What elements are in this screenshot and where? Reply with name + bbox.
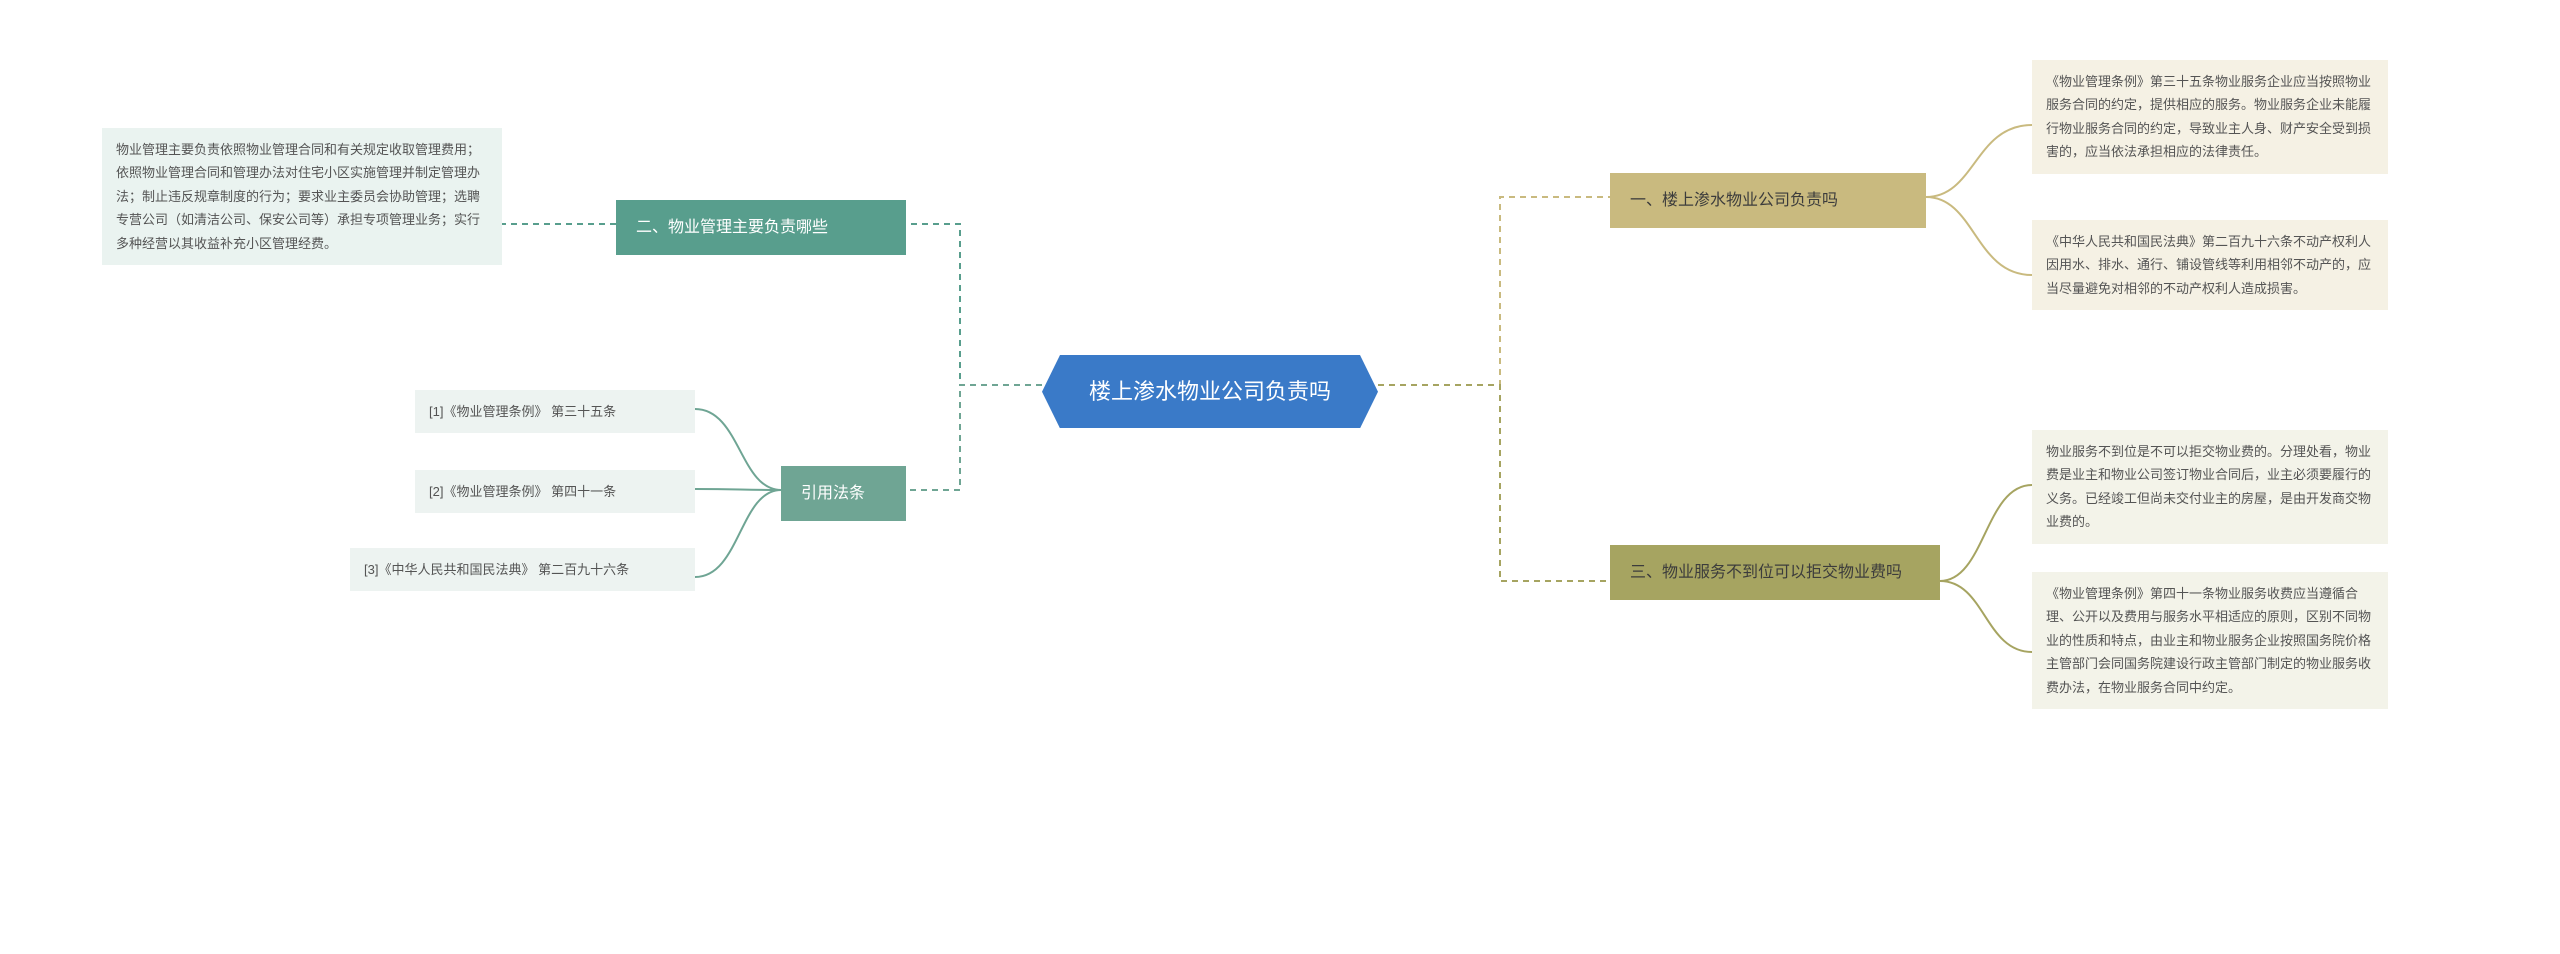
leaf-1a-text: 《物业管理条例》第三十五条物业服务企业应当按照物业服务合同的约定，提供相应的服务… [2046, 74, 2371, 159]
leaf-4c-text: [3]《中华人民共和国民法典》 第二百九十六条 [364, 562, 629, 577]
leaf-3a-text: 物业服务不到位是不可以拒交物业费的。分理处看，物业费是业主和物业公司签订物业合同… [2046, 444, 2371, 529]
leaf-3a: 物业服务不到位是不可以拒交物业费的。分理处看，物业费是业主和物业公司签订物业合同… [2032, 430, 2388, 544]
branch-3-label: 三、物业服务不到位可以拒交物业费吗 [1630, 564, 1902, 581]
branch-1[interactable]: 一、楼上渗水物业公司负责吗 [1610, 173, 1926, 228]
leaf-2: 物业管理主要负责依照物业管理合同和有关规定收取管理费用；依照物业管理合同和管理办… [102, 128, 502, 265]
branch-2[interactable]: 二、物业管理主要负责哪些 [616, 200, 906, 255]
branch-4-label: 引用法条 [801, 485, 865, 502]
center-label: 楼上渗水物业公司负责吗 [1089, 379, 1331, 404]
leaf-1b-text: 《中华人民共和国民法典》第二百九十六条不动产权利人因用水、排水、通行、铺设管线等… [2046, 234, 2371, 296]
branch-3[interactable]: 三、物业服务不到位可以拒交物业费吗 [1610, 545, 1940, 600]
leaf-3b-text: 《物业管理条例》第四十一条物业服务收费应当遵循合理、公开以及费用与服务水平相适应… [2046, 586, 2371, 695]
leaf-2-text: 物业管理主要负责依照物业管理合同和有关规定收取管理费用；依照物业管理合同和管理办… [116, 142, 480, 251]
leaf-3b: 《物业管理条例》第四十一条物业服务收费应当遵循合理、公开以及费用与服务水平相适应… [2032, 572, 2388, 709]
leaf-1b: 《中华人民共和国民法典》第二百九十六条不动产权利人因用水、排水、通行、铺设管线等… [2032, 220, 2388, 310]
leaf-4c: [3]《中华人民共和国民法典》 第二百九十六条 [350, 548, 695, 591]
leaf-4b-text: [2]《物业管理条例》 第四十一条 [429, 484, 616, 499]
branch-4[interactable]: 引用法条 [781, 466, 906, 521]
center-node[interactable]: 楼上渗水物业公司负责吗 [1042, 355, 1378, 428]
branch-2-label: 二、物业管理主要负责哪些 [636, 219, 828, 236]
leaf-1a: 《物业管理条例》第三十五条物业服务企业应当按照物业服务合同的约定，提供相应的服务… [2032, 60, 2388, 174]
branch-1-label: 一、楼上渗水物业公司负责吗 [1630, 192, 1838, 209]
leaf-4a: [1]《物业管理条例》 第三十五条 [415, 390, 695, 433]
leaf-4b: [2]《物业管理条例》 第四十一条 [415, 470, 695, 513]
leaf-4a-text: [1]《物业管理条例》 第三十五条 [429, 404, 616, 419]
